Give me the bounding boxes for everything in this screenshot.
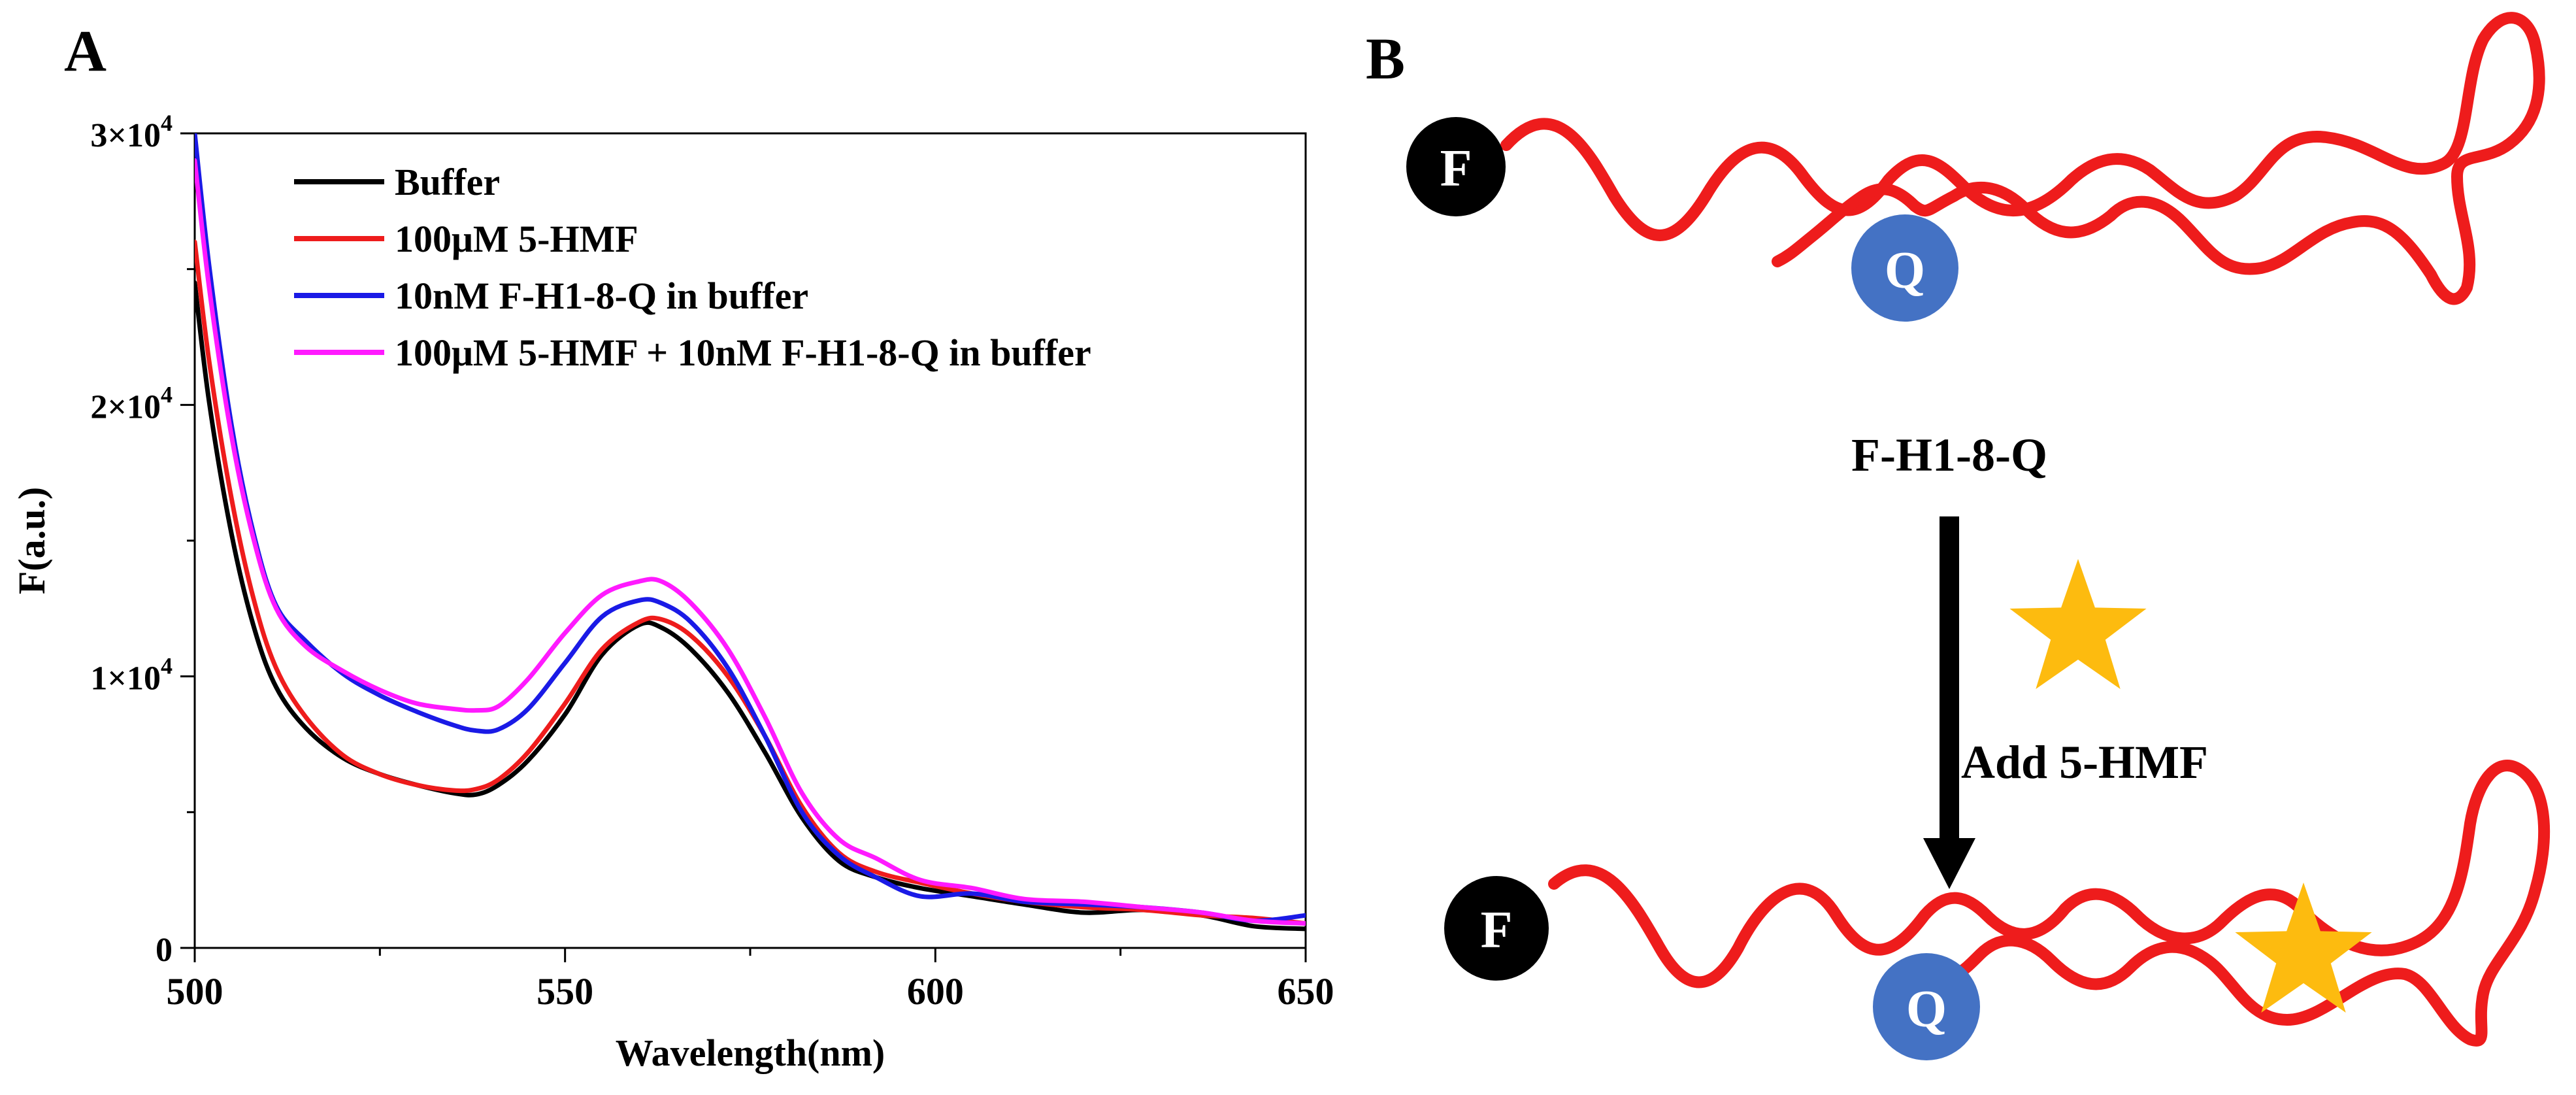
hairpin-strand-open	[1548, 760, 2551, 1047]
panel-a-chart: A 500 550 600 650 0 1×104 2×104 3×104 Waveleng…	[10, 19, 1334, 1074]
panel-b-schematic: B F Q F-H1-8-Q Add 5-HMF F Q	[1366, 12, 2551, 1060]
legend-label: 100μM 5-HMF + 10nM F-H1-8-Q in buffer	[395, 331, 1091, 374]
hairpin-strand-closed	[1500, 12, 2545, 305]
series-line-4	[195, 158, 1306, 926]
quencher-top-letter: Q	[1885, 242, 1925, 299]
reagent-star-icon	[2009, 559, 2147, 689]
hairpin-strand-closed-tail	[1772, 183, 1921, 267]
x-axis-ticks	[193, 948, 1307, 962]
action-label: Add 5-HMF	[1961, 736, 2208, 788]
series-line-1	[195, 280, 1306, 932]
plot-frame	[193, 132, 1307, 949]
legend-label: 10nM F-H1-8-Q in buffer	[395, 275, 808, 317]
y-tick-label: 3×104	[90, 110, 173, 154]
x-axis-tick-labels: 500 550 600 650	[167, 970, 1334, 1013]
y-tick-label: 2×104	[90, 381, 173, 426]
panel-b-label: B	[1366, 27, 1405, 92]
y-axis-tick-labels: 0 1×104 2×104 3×104	[90, 110, 173, 969]
quencher-bottom	[1873, 953, 1980, 1060]
series-line-3	[195, 133, 1306, 924]
y-tick-label: 1×104	[90, 653, 173, 698]
bound-target-star-icon	[2235, 883, 2372, 1013]
quencher-bottom-letter: Q	[1906, 981, 1947, 1038]
fluorophore-top-letter: F	[1440, 140, 1472, 197]
x-tick-label: 650	[1278, 970, 1334, 1013]
legend-label: Buffer	[395, 161, 500, 203]
x-axis-label: Wavelength(nm)	[616, 1032, 885, 1074]
down-arrow	[1923, 516, 1975, 889]
x-tick-label: 550	[537, 970, 593, 1013]
x-tick-label: 600	[907, 970, 964, 1013]
legend-label: 100μM 5-HMF	[395, 218, 638, 260]
probe-label: F-H1-8-Q	[1851, 429, 2047, 481]
y-tick-label: 0	[156, 932, 173, 969]
fluorophore-top	[1406, 117, 1506, 216]
series-lines	[195, 133, 1306, 932]
fluorophore-bottom	[1444, 876, 1549, 981]
y-axis-label: F(a.u.)	[10, 487, 53, 594]
x-tick-label: 500	[167, 970, 223, 1013]
panel-a-label: A	[64, 19, 107, 84]
y-axis-ticks	[180, 132, 195, 949]
quencher-top	[1851, 214, 1958, 322]
legend: Buffer 100μM 5-HMF 10nM F-H1-8-Q in buffer…	[294, 161, 1091, 374]
fluorophore-bottom-letter: F	[1481, 901, 1513, 959]
